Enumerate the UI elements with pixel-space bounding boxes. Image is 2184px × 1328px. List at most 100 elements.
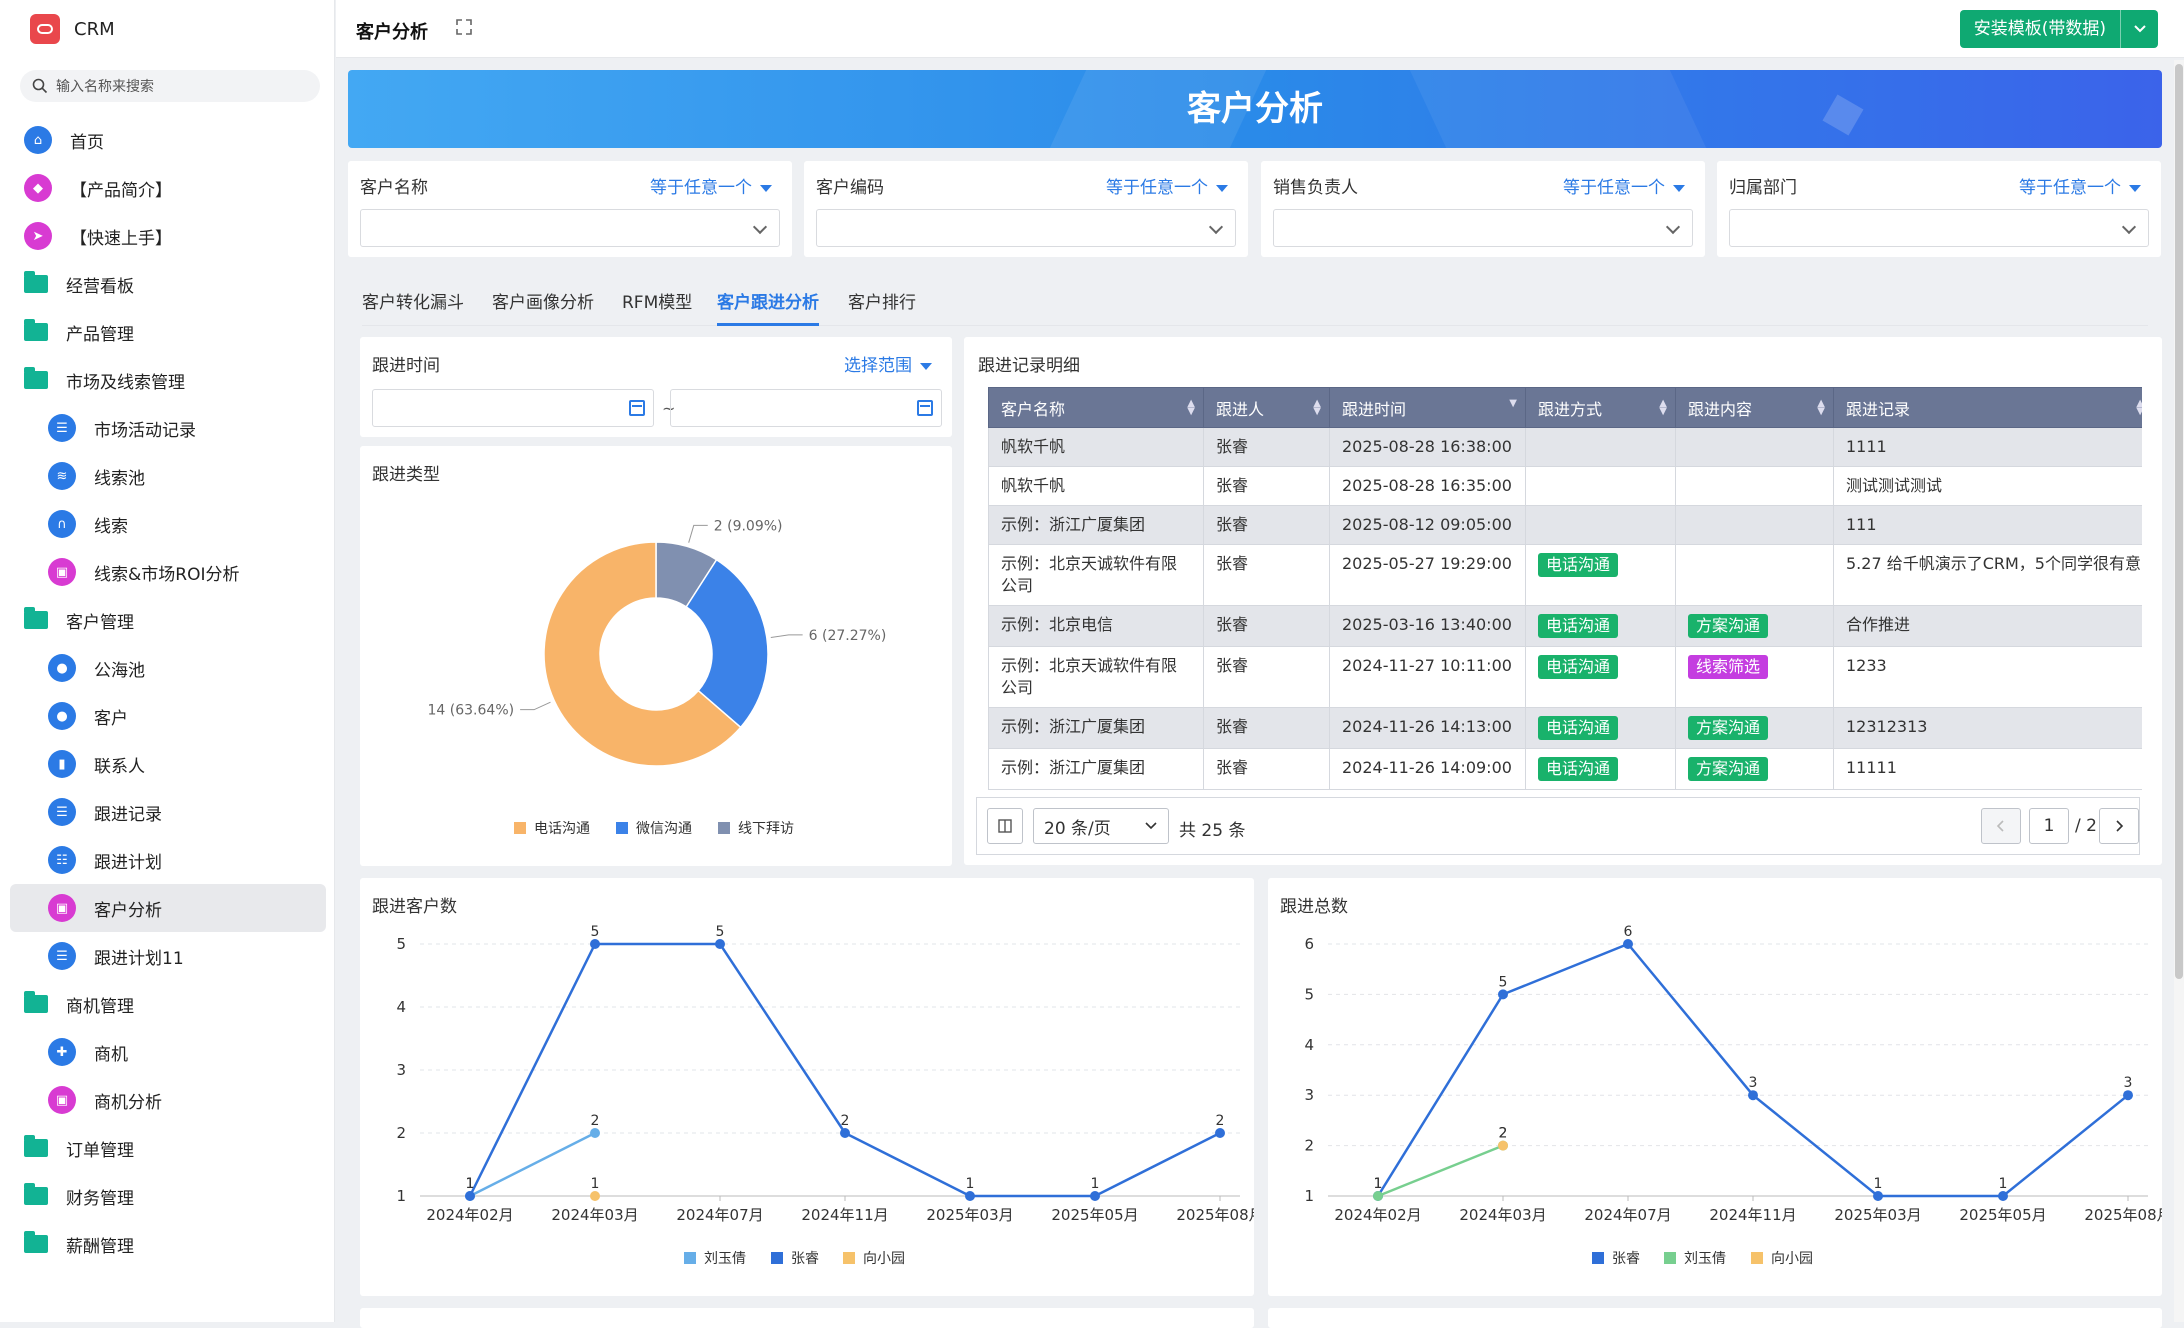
column-header[interactable]: 跟进时间 ▼ bbox=[1329, 387, 1526, 428]
column-header[interactable]: 跟进内容 ▲ ▼ bbox=[1675, 387, 1834, 428]
sort-icon[interactable]: ▲ ▼ bbox=[1187, 398, 1195, 417]
sidebar-item[interactable]: ◆ 【产品简介】 bbox=[10, 164, 326, 212]
filter-select[interactable] bbox=[1273, 209, 1693, 247]
follow-type-donut-chart: 2 (9.09%) 6 (27.27%) 14 (63.64%) 电话沟通 微信沟通 线下… bbox=[428, 518, 887, 837]
plus-circle-icon: ✚ bbox=[48, 1038, 76, 1066]
sidebar-item[interactable]: ∩ 线索 bbox=[10, 500, 326, 548]
filter-operator[interactable]: 等于任意一个 bbox=[1106, 173, 1228, 198]
caret-down-icon bbox=[920, 362, 932, 370]
column-header[interactable]: 跟进人 ▲ ▼ bbox=[1203, 387, 1330, 428]
sort-icon[interactable]: ▼ bbox=[1509, 398, 1517, 409]
sidebar-item-label: 【产品简介】 bbox=[70, 180, 172, 201]
sidebar-item[interactable]: ≋ 线索池 bbox=[10, 452, 326, 500]
sidebar-item[interactable]: ☰ 跟进计划11 bbox=[10, 932, 326, 980]
sidebar-item[interactable]: 经营看板 bbox=[10, 260, 326, 308]
page-size-select[interactable]: 20 条/页 bbox=[1033, 808, 1169, 844]
date-filter-operator[interactable]: 选择范围 bbox=[844, 351, 932, 376]
table-row[interactable]: 帆软千帆 张睿 2025-08-28 16:38:00 1111 bbox=[988, 427, 2142, 467]
tab-rfm-model[interactable]: RFM模型 bbox=[622, 293, 693, 313]
sidebar-item[interactable]: ☰ 市场活动记录 bbox=[10, 404, 326, 452]
sidebar-item[interactable]: ✚ 商机 bbox=[10, 1028, 326, 1076]
filter-operator[interactable]: 等于任意一个 bbox=[2019, 173, 2141, 198]
follow-customers-card: 跟进客户数 1 2 3 4 5 2024年02月 2024年03月 2024年07月 2024年… bbox=[360, 878, 1254, 1296]
legend-label: 刘玉倩 bbox=[704, 1251, 746, 1267]
sidebar-item[interactable]: ● 公海池 bbox=[10, 644, 326, 692]
legend-swatch bbox=[771, 1252, 783, 1264]
main-area: 客户分析 安装模板(带数据) bbox=[336, 0, 2184, 1322]
data-label: 2 bbox=[1499, 1126, 1508, 1142]
sidebar-item[interactable]: 客户管理 bbox=[10, 596, 326, 644]
tab-customer-ranking[interactable]: 客户排行 bbox=[848, 293, 916, 313]
next-page-button[interactable] bbox=[2099, 808, 2139, 844]
install-dropdown-button[interactable] bbox=[2120, 10, 2158, 48]
column-header[interactable]: 跟进方式 ▲ ▼ bbox=[1525, 387, 1676, 428]
document-icon: ☰ bbox=[48, 414, 76, 442]
table-header-row: 客户名称 ▲ ▼ 跟进人 ▲ ▼ 跟进时间 ▼ 跟进方式 ▲ ▼ 跟进内容 ▲ ▼ 跟进记录 ▲ ▼ bbox=[988, 387, 2142, 428]
legend-swatch bbox=[514, 822, 526, 834]
cell-text: 1111 bbox=[1846, 437, 1887, 456]
sidebar-item[interactable]: ▣ 线索&市场ROI分析 bbox=[10, 548, 326, 596]
column-header[interactable]: 跟进记录 ▲ ▼ bbox=[1833, 387, 2142, 428]
x-tick-label: 2025年03月 bbox=[1834, 1206, 1921, 1224]
sidebar-item[interactable]: ▣ 客户分析 bbox=[10, 884, 326, 932]
sidebar-item[interactable]: 产品管理 bbox=[10, 308, 326, 356]
sidebar-item-label: 联系人 bbox=[94, 756, 145, 777]
sidebar-item[interactable]: ● 客户 bbox=[10, 692, 326, 740]
tab-follow-up-analysis[interactable]: 客户跟进分析 bbox=[717, 288, 819, 326]
end-date-input[interactable] bbox=[670, 389, 942, 427]
current-page-input[interactable]: 1 bbox=[2029, 808, 2069, 844]
sidebar-item[interactable]: ➤ 【快速上手】 bbox=[10, 212, 326, 260]
table-row[interactable]: 示例：浙江广厦集团 张睿 2024-11-26 14:09:00 电话沟通 方案沟通 11… bbox=[988, 748, 2142, 790]
table-row[interactable]: 示例：浙江广厦集团 张睿 2024-11-26 14:13:00 电话沟通 方案沟通 12… bbox=[988, 707, 2142, 749]
table-row[interactable]: 示例：北京天诚软件有限公司 张睿 2024-11-27 10:11:00 电话沟通 线索… bbox=[988, 646, 2142, 708]
sidebar-item[interactable]: 订单管理 bbox=[10, 1124, 326, 1172]
sidebar-item-label: 客户 bbox=[94, 708, 128, 729]
filter-operator[interactable]: 等于任意一个 bbox=[1563, 173, 1685, 198]
filter-select[interactable] bbox=[360, 209, 780, 247]
sidebar-item[interactable]: 商机管理 bbox=[10, 980, 326, 1028]
cell-text: 2024-11-26 14:09:00 bbox=[1342, 758, 1512, 777]
sidebar-item[interactable]: ⌂ 首页 bbox=[10, 116, 326, 164]
sidebar-item[interactable]: ▣ 商机分析 bbox=[10, 1076, 326, 1124]
table-row[interactable]: 帆软千帆 张睿 2025-08-28 16:35:00 测试测试测试 bbox=[988, 466, 2142, 506]
table-viewport[interactable]: 客户名称 ▲ ▼ 跟进人 ▲ ▼ 跟进时间 ▼ 跟进方式 ▲ ▼ 跟进内容 ▲ ▼ 跟进记录 ▲ ▼ 帆软千帆张… bbox=[964, 387, 2162, 799]
filter-select[interactable] bbox=[816, 209, 1236, 247]
sidebar-item[interactable]: ☷ 跟进计划 bbox=[10, 836, 326, 884]
column-header[interactable]: 客户名称 ▲ ▼ bbox=[988, 387, 1204, 428]
sidebar-item[interactable]: ☰ 跟进记录 bbox=[10, 788, 326, 836]
filter-select[interactable] bbox=[1729, 209, 2149, 247]
filter-label: 归属部门 bbox=[1729, 178, 1797, 198]
page-scrollbar-thumb[interactable] bbox=[2175, 64, 2183, 979]
data-point bbox=[840, 1128, 850, 1138]
tab-conversion-funnel[interactable]: 客户转化漏斗 bbox=[362, 293, 464, 313]
table-row[interactable]: 示例：北京电信 张睿 2025-03-16 13:40:00 电话沟通 方案沟通 合作推进 bbox=[988, 605, 2142, 647]
sort-icon[interactable]: ▲ ▼ bbox=[2136, 398, 2142, 417]
sort-icon[interactable]: ▲ ▼ bbox=[1817, 398, 1825, 417]
prev-page-button[interactable] bbox=[1981, 808, 2021, 844]
sidebar-item[interactable]: 薪酬管理 bbox=[10, 1220, 326, 1268]
y-tick-label: 5 bbox=[1304, 985, 1314, 1003]
filter-operator[interactable]: 等于任意一个 bbox=[650, 173, 772, 198]
sort-icon[interactable]: ▲ ▼ bbox=[1313, 398, 1321, 417]
start-date-input[interactable] bbox=[372, 389, 654, 427]
sidebar-item[interactable]: ▮ 联系人 bbox=[10, 740, 326, 788]
data-label: 5 bbox=[591, 924, 600, 940]
table-row[interactable]: 示例：浙江广厦集团 张睿 2025-08-12 09:05:00 111 bbox=[988, 505, 2142, 545]
table-cell-time: 2025-08-28 16:38:00 bbox=[1329, 427, 1526, 467]
tab-customer-profile[interactable]: 客户画像分析 bbox=[492, 293, 594, 313]
sidebar-search[interactable]: 输入名称来搜索 bbox=[20, 70, 320, 102]
data-point bbox=[1090, 1191, 1100, 1201]
document-icon: ☰ bbox=[48, 942, 76, 970]
cell-text: 2025-03-16 13:40:00 bbox=[1342, 615, 1512, 634]
sort-icon[interactable]: ▲ ▼ bbox=[1659, 398, 1667, 417]
app-logo[interactable]: CRM bbox=[30, 14, 115, 44]
install-template-button[interactable]: 安装模板(带数据) bbox=[1959, 10, 2158, 48]
sidebar-item[interactable]: 市场及线索管理 bbox=[10, 356, 326, 404]
sidebar-item[interactable]: 财务管理 bbox=[10, 1172, 326, 1220]
series-line bbox=[1376, 942, 2129, 1198]
column-settings-button[interactable] bbox=[987, 808, 1023, 844]
table-cell-content: 方案沟通 bbox=[1675, 748, 1834, 790]
legend-swatch bbox=[718, 822, 730, 834]
table-row[interactable]: 示例：北京天诚软件有限公司 张睿 2025-05-27 19:29:00 电话沟通 5.… bbox=[988, 544, 2142, 606]
fullscreen-icon[interactable] bbox=[454, 17, 474, 37]
